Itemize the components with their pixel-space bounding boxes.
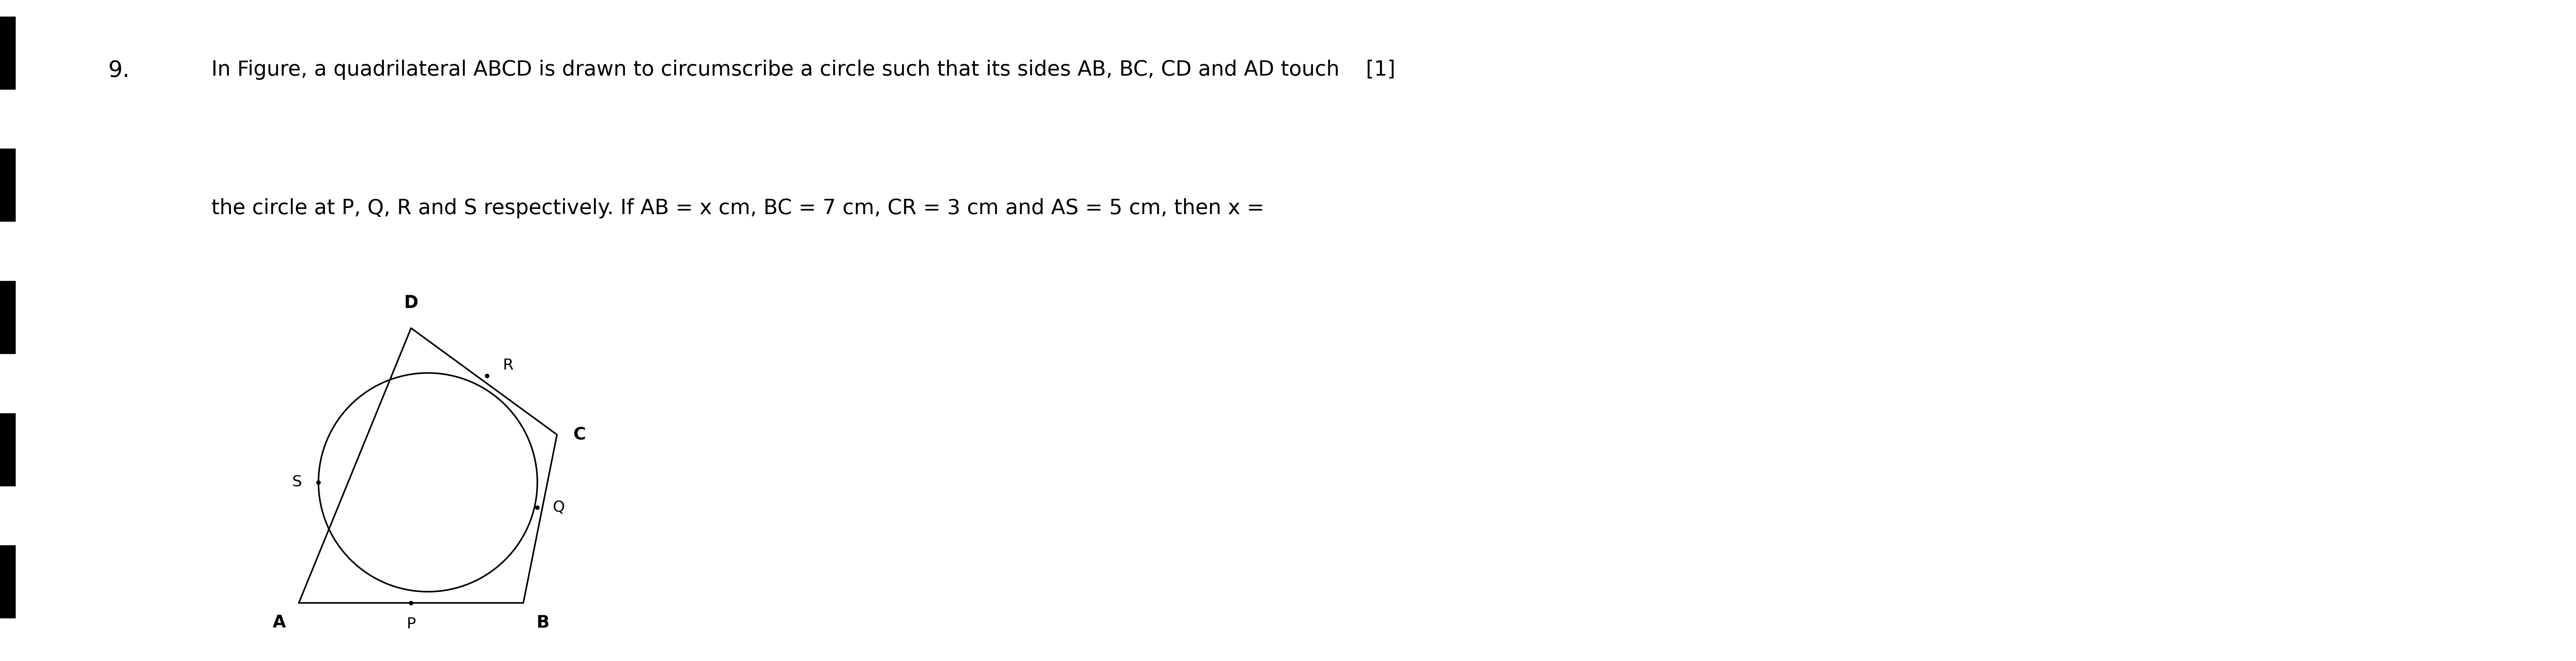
- Text: the circle at P, Q, R and S respectively. If AB = x cm, BC = 7 cm, CR = 3 cm and: the circle at P, Q, R and S respectively…: [211, 198, 1265, 219]
- Text: D: D: [404, 294, 417, 311]
- Point: [518, 502, 559, 513]
- Text: 9.: 9.: [108, 59, 129, 81]
- Bar: [0, 281, 15, 354]
- Point: [466, 370, 507, 381]
- Bar: [0, 545, 15, 618]
- Text: P: P: [407, 617, 415, 631]
- Text: In Figure, a quadrilateral ABCD is drawn to circumscribe a circle such that its : In Figure, a quadrilateral ABCD is drawn…: [211, 59, 1396, 80]
- Text: S: S: [291, 475, 301, 490]
- Text: C: C: [572, 426, 585, 443]
- Text: Q: Q: [551, 500, 564, 515]
- Point: [392, 598, 433, 608]
- Text: R: R: [502, 358, 513, 373]
- Text: A: A: [273, 614, 286, 631]
- Bar: [0, 149, 15, 221]
- Bar: [0, 17, 15, 89]
- Bar: [0, 413, 15, 486]
- Point: [299, 477, 340, 488]
- Text: B: B: [536, 614, 549, 631]
